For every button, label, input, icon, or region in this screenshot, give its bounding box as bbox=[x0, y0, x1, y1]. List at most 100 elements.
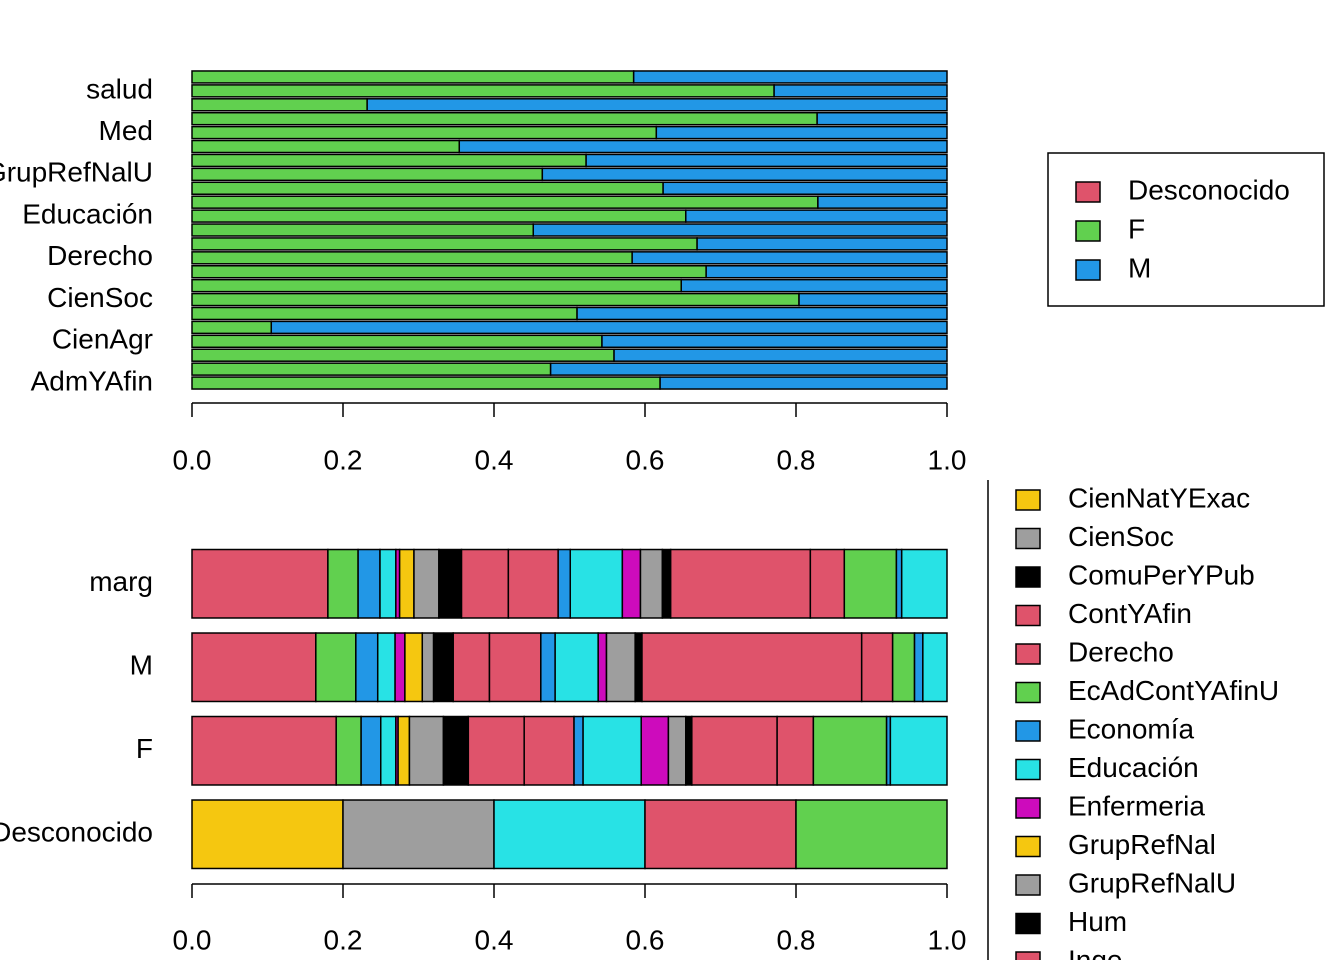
legend-swatch bbox=[1015, 643, 1041, 665]
bar-segment bbox=[432, 632, 454, 703]
bar-segment bbox=[634, 632, 643, 703]
bar-segment bbox=[191, 306, 578, 321]
x-tick-label: 0.6 bbox=[626, 444, 665, 475]
bar-segment bbox=[327, 548, 359, 619]
bar-segment bbox=[900, 548, 948, 619]
y-tick-label: Med bbox=[99, 115, 153, 146]
legend-swatch bbox=[1015, 912, 1041, 935]
y-tick-label: GrupRefNalU bbox=[0, 157, 153, 188]
bar-segment bbox=[685, 209, 948, 223]
y-tick-label: F bbox=[136, 733, 153, 764]
legend-label: M bbox=[1128, 252, 1151, 283]
bar-segment bbox=[191, 376, 661, 390]
y-tick-label: Desconocido bbox=[0, 817, 153, 848]
bar-segment bbox=[798, 292, 948, 307]
bar-segment bbox=[191, 237, 698, 251]
bar-segment bbox=[680, 278, 948, 293]
bar-segment bbox=[357, 548, 381, 619]
bar-segment bbox=[597, 632, 608, 703]
bar-segment bbox=[191, 125, 658, 140]
bar-segment bbox=[315, 632, 357, 703]
legend-box bbox=[1047, 152, 1325, 307]
bar-segment bbox=[191, 98, 368, 112]
y-tick-label: AdmYAfin bbox=[31, 365, 153, 396]
legend-label: Hum bbox=[1068, 906, 1127, 937]
y-tick-label: marg bbox=[89, 566, 153, 597]
legend-swatch bbox=[1015, 489, 1041, 511]
bar-segment bbox=[569, 548, 624, 619]
legend-swatch bbox=[1015, 720, 1041, 742]
bar-segment bbox=[191, 153, 587, 168]
x-tick-label: 0.4 bbox=[475, 444, 514, 475]
bar-segment bbox=[669, 548, 812, 619]
bar-segment bbox=[661, 548, 672, 619]
x-tick-label: 0.8 bbox=[777, 924, 816, 955]
bar-segment bbox=[795, 799, 948, 870]
bar-segment bbox=[467, 715, 525, 786]
bar-segment bbox=[576, 306, 948, 321]
bar-segment bbox=[573, 715, 584, 786]
legend-label: Inge bbox=[1068, 944, 1123, 960]
bar-segment bbox=[398, 548, 415, 619]
bar-segment bbox=[460, 548, 510, 619]
bar-segment bbox=[549, 362, 948, 376]
bar-segment bbox=[191, 251, 633, 265]
bar-segment bbox=[394, 632, 406, 703]
bar-segment bbox=[605, 632, 636, 703]
legend-label: Desconocido bbox=[1128, 174, 1290, 205]
y-tick-label: salud bbox=[86, 73, 153, 104]
legend-swatch bbox=[1015, 797, 1041, 819]
legend-swatch bbox=[1015, 527, 1041, 550]
bar-segment bbox=[191, 715, 337, 786]
bar-segment bbox=[817, 195, 948, 209]
legend-swatch bbox=[1015, 566, 1041, 588]
bar-segment bbox=[582, 715, 642, 786]
bar-segment bbox=[335, 715, 362, 786]
legend-label: ComuPerYPub bbox=[1068, 559, 1255, 590]
legend-swatch bbox=[1015, 951, 1041, 960]
y-tick-label: Derecho bbox=[47, 240, 153, 271]
bar-segment bbox=[191, 195, 819, 209]
legend-swatch bbox=[1015, 681, 1041, 704]
bar-segment bbox=[659, 376, 948, 390]
bar-segment bbox=[913, 632, 924, 703]
bar-segment bbox=[816, 111, 948, 126]
bar-segment bbox=[397, 715, 411, 786]
legend-swatch bbox=[1075, 259, 1101, 281]
x-tick-label: 0.2 bbox=[324, 924, 363, 955]
bar-segment bbox=[922, 632, 948, 703]
bar-segment bbox=[355, 632, 379, 703]
legend-swatch bbox=[1075, 181, 1101, 203]
bar-segment bbox=[773, 84, 948, 98]
legend-label: Economía bbox=[1068, 713, 1194, 744]
bar-segment bbox=[554, 632, 599, 703]
legend-label: GrupRefNal bbox=[1068, 829, 1216, 860]
legend-label: Educación bbox=[1068, 752, 1199, 783]
legend-swatch bbox=[1075, 220, 1101, 242]
bar-segment bbox=[421, 632, 435, 703]
bar-segment bbox=[191, 111, 818, 126]
bar-segment bbox=[540, 632, 556, 703]
legend-label: Derecho bbox=[1068, 636, 1174, 667]
x-tick-label: 1.0 bbox=[928, 444, 967, 475]
legend-swatch bbox=[1015, 758, 1041, 781]
legend-label: CienSoc bbox=[1068, 521, 1174, 552]
y-tick-label: M bbox=[130, 650, 153, 681]
bar-segment bbox=[413, 548, 440, 619]
bar-segment bbox=[541, 167, 948, 182]
bar-segment bbox=[662, 181, 948, 195]
bar-segment bbox=[507, 548, 559, 619]
x-tick-label: 0.8 bbox=[777, 444, 816, 475]
legend-label: EcAdContYAfinU bbox=[1068, 675, 1279, 706]
bar-segment bbox=[191, 548, 329, 619]
bar-segment bbox=[493, 799, 646, 870]
legend-label: ContYAfin bbox=[1068, 598, 1192, 629]
y-tick-label: Educación bbox=[22, 198, 153, 229]
bar-segment bbox=[458, 139, 948, 154]
bar-segment bbox=[655, 125, 948, 140]
x-tick-label: 0.4 bbox=[475, 924, 514, 955]
bar-segment bbox=[191, 362, 552, 376]
bar-segment bbox=[532, 223, 948, 237]
bar-segment bbox=[191, 181, 664, 195]
